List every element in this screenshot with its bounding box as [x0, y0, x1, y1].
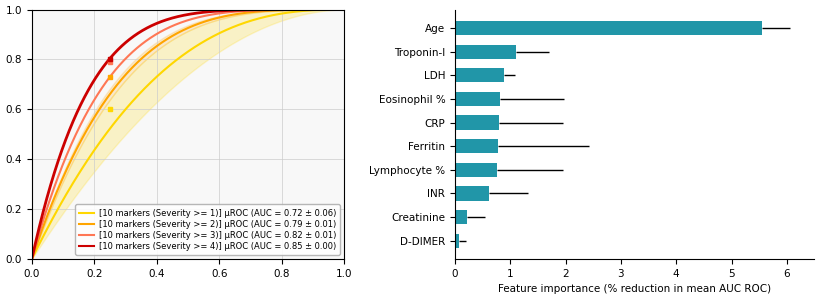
Bar: [455, 139, 498, 153]
Legend: [10 markers (Severity >= 1)] μROC (AUC = 0.72 ± 0.06), [10 markers (Severity >= : [10 markers (Severity >= 1)] μROC (AUC =…: [75, 204, 340, 255]
Bar: [455, 44, 515, 59]
Bar: [455, 92, 500, 106]
Bar: [455, 186, 489, 200]
Bar: [455, 116, 499, 130]
Bar: [455, 163, 496, 177]
Bar: [455, 234, 459, 248]
Bar: [455, 210, 467, 224]
X-axis label: Feature importance (% reduction in mean AUC ROC): Feature importance (% reduction in mean …: [498, 284, 771, 294]
Bar: [455, 21, 761, 35]
Bar: [455, 68, 503, 83]
